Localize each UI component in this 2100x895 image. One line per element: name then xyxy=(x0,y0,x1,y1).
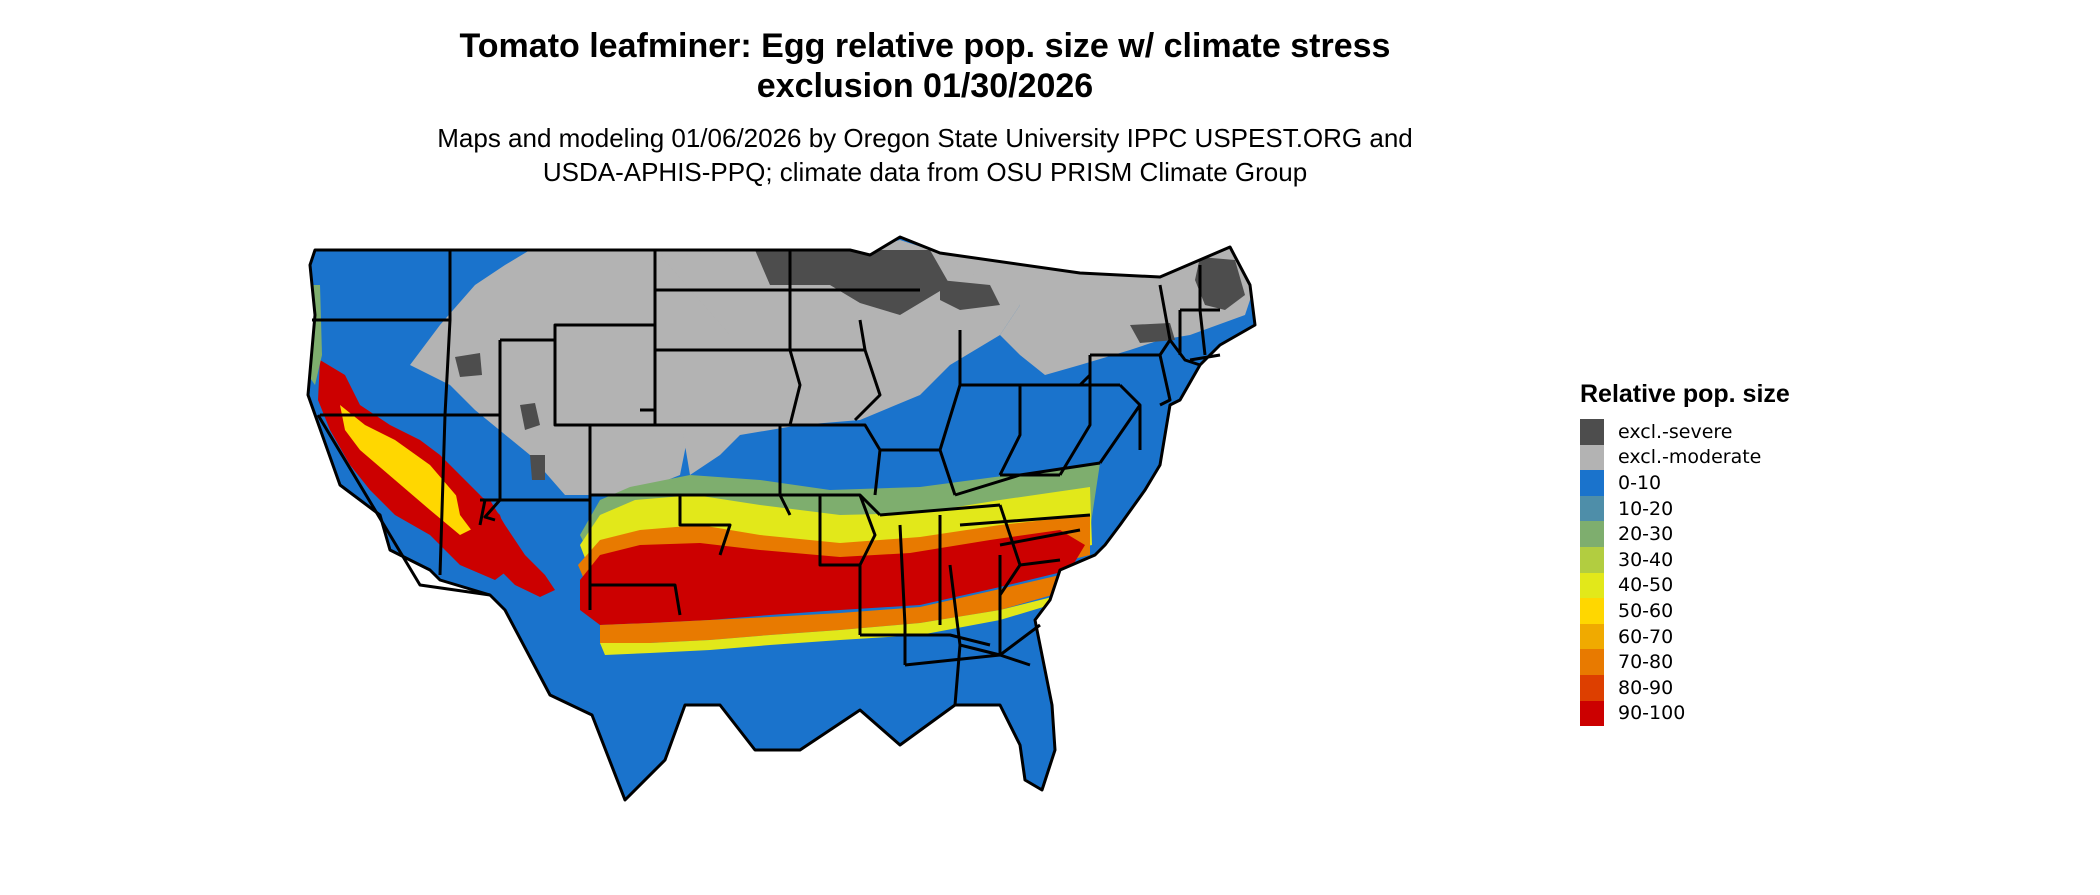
legend-label: 10-20 xyxy=(1618,497,1674,520)
legend-item: 30-40 xyxy=(1580,546,1790,573)
legend-item: 90-100 xyxy=(1580,700,1790,727)
region-arizona-hot xyxy=(455,490,555,597)
legend-item: 80-90 xyxy=(1580,674,1790,701)
region-moderate-northeast xyxy=(935,247,1255,375)
legend-label: 0-10 xyxy=(1618,471,1662,494)
legend-item: 0-10 xyxy=(1580,470,1790,496)
state-borders xyxy=(306,235,1257,802)
legend-swatch xyxy=(1580,470,1604,496)
legend-item: 40-50 xyxy=(1580,572,1790,599)
legend-label: 60-70 xyxy=(1618,625,1674,648)
legend-item: 10-20 xyxy=(1580,495,1790,522)
region-severe-maine xyxy=(1195,257,1245,310)
band-90-100-southeast xyxy=(580,530,1085,625)
legend-items: excl.-severe excl.-moderate 0-10 10-20 2… xyxy=(1580,419,1790,727)
legend-item: 70-80 xyxy=(1580,649,1790,675)
border-northeast xyxy=(1020,265,1221,476)
band-40-50-gulf xyxy=(600,597,1052,655)
legend-swatch xyxy=(1580,521,1604,547)
legend: Relative pop. size excl.-severe excl.-mo… xyxy=(1580,380,1790,727)
legend-label: 70-80 xyxy=(1618,651,1674,674)
legend-label: 90-100 xyxy=(1618,702,1686,725)
region-california-edge xyxy=(340,405,480,535)
legend-label: 50-60 xyxy=(1618,599,1674,622)
legend-item: 20-30 xyxy=(1580,521,1790,547)
legend-item: 50-60 xyxy=(1580,598,1790,624)
region-severe-michigan xyxy=(940,280,1000,310)
region-moderate-plains xyxy=(660,240,1020,475)
legend-swatch xyxy=(1580,572,1604,599)
legend-swatch xyxy=(1580,700,1604,727)
legend-title: Relative pop. size xyxy=(1580,380,1790,408)
band-70-80-gulf xyxy=(600,575,1060,643)
region-severe-north xyxy=(755,250,950,315)
legend-swatch xyxy=(1580,649,1604,675)
legend-swatch xyxy=(1580,598,1604,624)
us-outline xyxy=(306,235,1257,802)
legend-label: excl.-severe xyxy=(1618,420,1733,443)
legend-item: 60-70 xyxy=(1580,623,1790,650)
border-southeast xyxy=(860,513,1091,706)
legend-label: excl.-moderate xyxy=(1618,446,1762,469)
map-fill xyxy=(308,237,1255,800)
legend-swatch xyxy=(1580,674,1604,701)
region-severe-ny xyxy=(1130,323,1175,343)
region-severe-colorado xyxy=(520,403,545,480)
legend-swatch xyxy=(1580,623,1604,650)
title-line-2: exclusion 01/30/2026 xyxy=(756,67,1094,105)
region-severe-wyoming xyxy=(455,353,482,377)
subtitle-line-1: Maps and modeling 01/06/2026 by Oregon S… xyxy=(437,123,1413,153)
border-midwest xyxy=(780,288,1101,665)
legend-swatch xyxy=(1580,419,1604,445)
legend-item: excl.-moderate xyxy=(1580,444,1790,471)
legend-label: 80-90 xyxy=(1618,676,1674,699)
legend-swatch xyxy=(1580,444,1604,471)
legend-label: 30-40 xyxy=(1618,548,1674,571)
title-line-1: Tomato leafminer: Egg relative pop. size… xyxy=(459,27,1391,65)
legend-swatch xyxy=(1580,546,1604,573)
us-map xyxy=(306,235,1257,802)
legend-item: excl.-severe xyxy=(1580,419,1790,445)
subtitle-line-2: USDA-APHIS-PPQ; climate data from OSU PR… xyxy=(542,157,1308,187)
legend-swatch xyxy=(1580,495,1604,522)
legend-label: 20-30 xyxy=(1618,523,1674,546)
legend-label: 40-50 xyxy=(1618,574,1674,597)
